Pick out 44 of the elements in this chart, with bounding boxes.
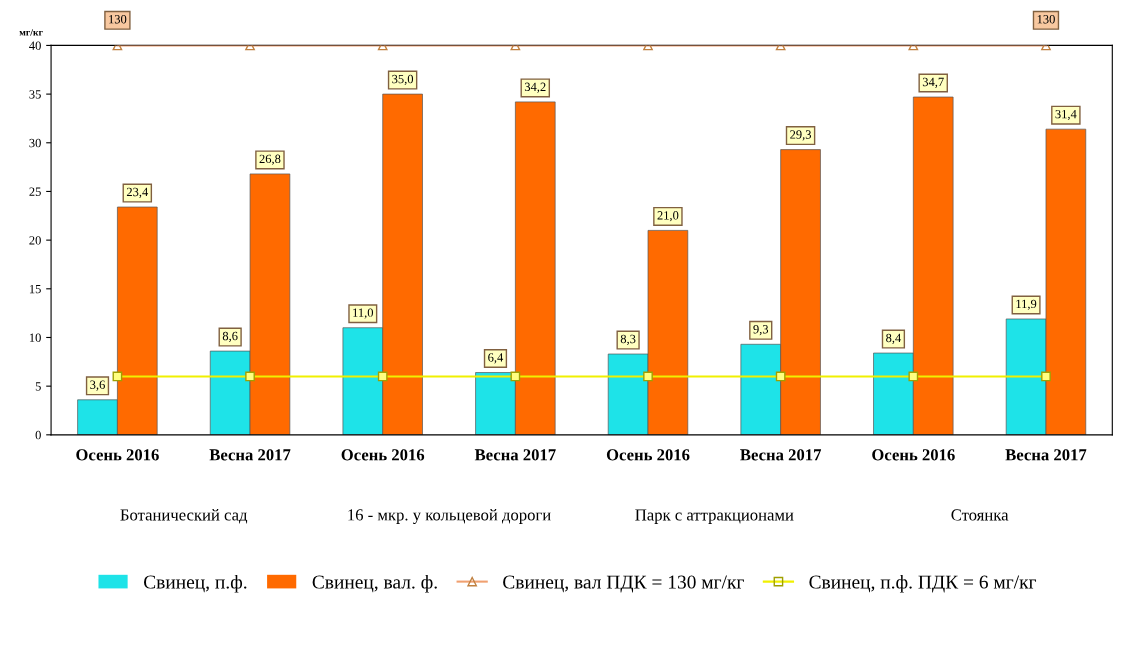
data-label: 31,4	[1055, 109, 1077, 121]
data-label: 26,8	[259, 154, 281, 165]
y-tick-label: 10	[29, 333, 41, 342]
data-label: 34,7	[922, 77, 944, 88]
data-label: 3,6	[90, 380, 105, 391]
y-tick-label: 40	[29, 41, 41, 50]
text: 130	[1037, 14, 1055, 24]
data-label: 11,9	[1016, 299, 1037, 310]
x-tick-label: Осень 2016	[76, 449, 159, 461]
y-tick-label: 20	[29, 236, 41, 245]
text: Ботанический сад	[120, 508, 248, 524]
x-tick-label: Осень 2016	[872, 449, 955, 461]
data-label: 11,0	[353, 308, 374, 319]
x-tick-label: Весна 2017	[474, 449, 556, 461]
x-tick-label: Осень 2016	[606, 449, 690, 461]
data-label: 8,4	[886, 333, 902, 344]
data-label: 8,3	[620, 334, 636, 345]
legend-label: Свинец, п.ф. ПДК = 6 мг/кг	[809, 574, 1037, 593]
data-label: 35,0	[392, 74, 414, 86]
y-axis-title: мг/кг	[19, 29, 43, 36]
text: Парк с аттракционами	[635, 509, 794, 524]
data-label: 6,4	[488, 353, 504, 364]
y-tick-label: 5	[35, 382, 41, 391]
y-tick-label: 25	[29, 187, 41, 196]
y-tick-label: 35	[29, 90, 41, 99]
x-tick-label: Осень 2016	[341, 449, 425, 461]
y-tick-label: 15	[29, 284, 41, 294]
y-tick-label: 0	[35, 430, 41, 440]
text: Стоянка	[951, 509, 1009, 521]
legend-label: Свинец, вал ПДК = 130 мг/кг	[503, 575, 744, 593]
data-label: 21,0	[657, 211, 679, 222]
text: 16 - мкр. у кольцевой дороги	[348, 508, 551, 524]
x-tick-label: Весна 2017	[740, 449, 822, 461]
text: 130	[109, 14, 127, 24]
legend-label: Свинец, вал. ф.	[312, 574, 437, 593]
data-label: 8,6	[222, 331, 238, 343]
data-label: 9,3	[753, 325, 769, 336]
data-label: 34,2	[524, 82, 546, 93]
x-tick-label: Весна 2017	[1005, 449, 1087, 461]
y-tick-label: 30	[29, 138, 41, 148]
data-label: 29,3	[790, 130, 812, 141]
legend-label: Свинец, п.ф.	[143, 574, 247, 593]
data-label: 23,4	[126, 187, 149, 198]
x-tick-label: Весна 2017	[209, 449, 291, 461]
